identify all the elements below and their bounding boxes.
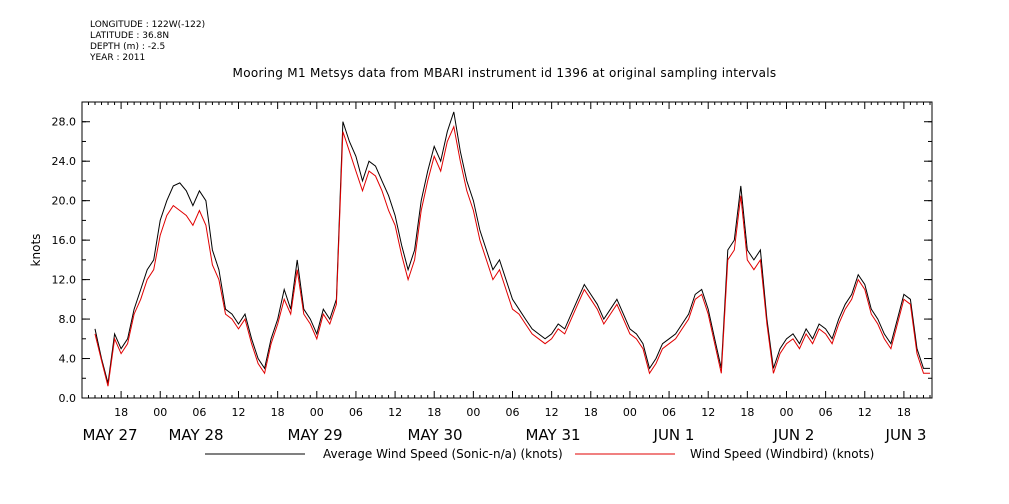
x-tick-label: 12 xyxy=(701,406,715,419)
latitude-text: LATITUDE : 36.8N xyxy=(90,31,170,41)
x-tick-label: 06 xyxy=(506,406,520,419)
x-tick-label: 00 xyxy=(153,406,167,419)
x-day-label: MAY 29 xyxy=(287,426,342,444)
x-day-label: JUN 2 xyxy=(773,426,815,444)
y-tick-label: 28.0 xyxy=(52,116,77,129)
x-tick-label: 18 xyxy=(897,406,911,419)
x-tick-label: 06 xyxy=(192,406,206,419)
x-day-label: JUN 3 xyxy=(885,426,927,444)
x-tick-label: 12 xyxy=(232,406,246,419)
plot-frame xyxy=(81,101,933,399)
metadata-block: LONGITUDE : 122W(-122) LATITUDE : 36.8N … xyxy=(90,20,205,64)
legend-label-windbird: Wind Speed (Windbird) (knots) xyxy=(690,447,874,461)
x-tick-label: 00 xyxy=(310,406,324,419)
y-tick-label: 20.0 xyxy=(52,195,77,208)
x-tick-label: 06 xyxy=(819,406,833,419)
x-tick-label: 12 xyxy=(388,406,402,419)
series-line-0 xyxy=(94,111,930,384)
x-tick-label: 18 xyxy=(740,406,754,419)
chart-title: Mooring M1 Metsys data from MBARI instru… xyxy=(232,66,777,80)
x-day-label: MAY 30 xyxy=(407,426,462,444)
x-tick-label: 18 xyxy=(584,406,598,419)
x-day-label: JUN 1 xyxy=(653,426,695,444)
y-tick-label: 16.0 xyxy=(52,234,77,247)
y-tick-label: 24.0 xyxy=(52,155,77,168)
x-day-label: MAY 28 xyxy=(168,426,223,444)
x-tick-label: 00 xyxy=(623,406,637,419)
year-text: YEAR : 2011 xyxy=(90,53,146,63)
x-tick-label: 18 xyxy=(271,406,285,419)
legend-label-sonic: Average Wind Speed (Sonic-n/a) (knots) xyxy=(323,447,563,461)
series-line-1 xyxy=(94,125,930,387)
x-tick-label: 12 xyxy=(858,406,872,419)
x-tick-label: 06 xyxy=(662,406,676,419)
y-tick-label: 12.0 xyxy=(52,274,77,287)
x-tick-label: 00 xyxy=(466,406,480,419)
x-tick-label: 12 xyxy=(545,406,559,419)
x-tick-label: 18 xyxy=(427,406,441,419)
longitude-text: LONGITUDE : 122W(-122) xyxy=(90,20,206,30)
y-tick-label: 0.0 xyxy=(59,392,77,405)
depth-text: DEPTH (m) : -2.5 xyxy=(90,42,166,52)
x-day-label: MAY 27 xyxy=(82,426,137,444)
x-tick-label: 00 xyxy=(779,406,793,419)
x-day-label: MAY 31 xyxy=(525,426,580,444)
y-axis-label: knots xyxy=(29,234,43,267)
y-tick-label: 8.0 xyxy=(59,313,77,326)
x-tick-label: 06 xyxy=(349,406,363,419)
y-tick-label: 4.0 xyxy=(59,353,77,366)
x-tick-label: 18 xyxy=(114,406,128,419)
